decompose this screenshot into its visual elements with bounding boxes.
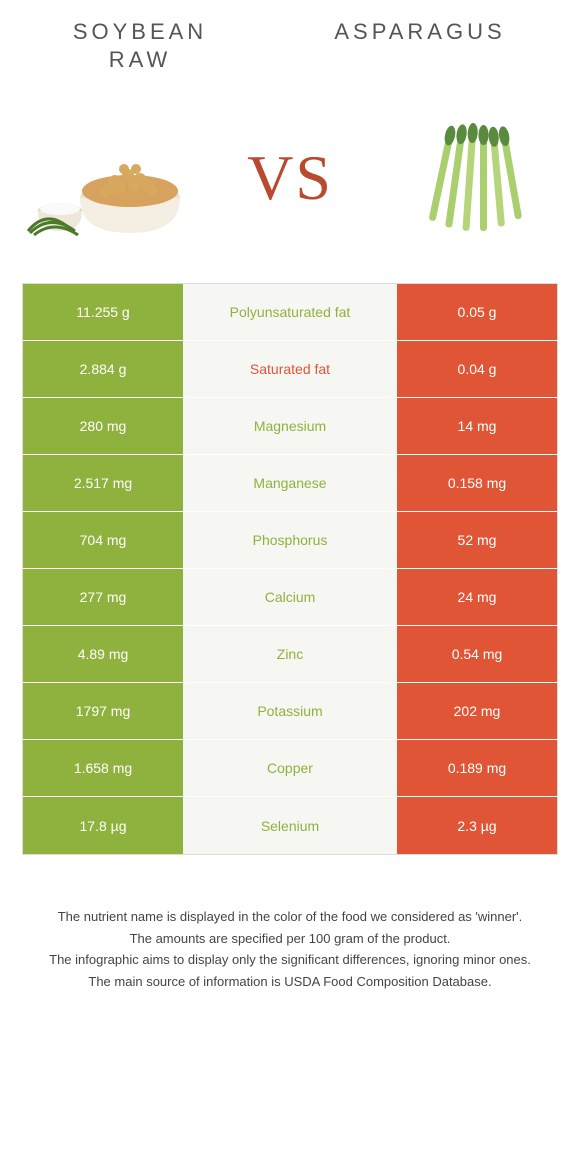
value-right: 14 mg [397, 398, 557, 454]
footnote-line: The amounts are specified per 100 gram o… [38, 929, 542, 949]
value-right: 0.05 g [397, 284, 557, 340]
value-left: 1797 mg [23, 683, 183, 739]
table-row: 1797 mgPotassium202 mg [23, 683, 557, 740]
food-image-left [20, 113, 200, 243]
value-right: 0.04 g [397, 341, 557, 397]
nutrient-table: 11.255 gPolyunsaturated fat0.05 g2.884 g… [22, 283, 558, 855]
nutrient-name: Zinc [183, 626, 397, 682]
nutrient-name: Potassium [183, 683, 397, 739]
nutrient-name: Selenium [183, 797, 397, 854]
table-row: 704 mgPhosphorus52 mg [23, 512, 557, 569]
table-row: 280 mgMagnesium14 mg [23, 398, 557, 455]
footnote-line: The infographic aims to display only the… [38, 950, 542, 970]
value-left: 17.8 µg [23, 797, 183, 854]
header: Soybeanraw Asparagus [0, 0, 580, 83]
nutrient-name: Copper [183, 740, 397, 796]
food-title-right: Asparagus [310, 18, 530, 73]
nutrient-name: Polyunsaturated fat [183, 284, 397, 340]
value-left: 280 mg [23, 398, 183, 454]
table-row: 11.255 gPolyunsaturated fat0.05 g [23, 284, 557, 341]
table-row: 2.517 mgManganese0.158 mg [23, 455, 557, 512]
value-left: 704 mg [23, 512, 183, 568]
nutrient-name: Magnesium [183, 398, 397, 454]
value-right: 2.3 µg [397, 797, 557, 854]
table-row: 277 mgCalcium24 mg [23, 569, 557, 626]
table-row: 1.658 mgCopper0.189 mg [23, 740, 557, 797]
vs-label: VS [247, 141, 333, 215]
value-left: 1.658 mg [23, 740, 183, 796]
value-right: 52 mg [397, 512, 557, 568]
value-left: 4.89 mg [23, 626, 183, 682]
footnote-line: The main source of information is USDA F… [38, 972, 542, 992]
nutrient-name: Manganese [183, 455, 397, 511]
footnote-line: The nutrient name is displayed in the co… [38, 907, 542, 927]
value-right: 24 mg [397, 569, 557, 625]
value-right: 202 mg [397, 683, 557, 739]
value-right: 0.189 mg [397, 740, 557, 796]
vs-row: VS [0, 83, 580, 283]
nutrient-name: Calcium [183, 569, 397, 625]
table-row: 17.8 µgSelenium2.3 µg [23, 797, 557, 854]
value-left: 2.517 mg [23, 455, 183, 511]
value-left: 11.255 g [23, 284, 183, 340]
value-left: 2.884 g [23, 341, 183, 397]
value-right: 0.54 mg [397, 626, 557, 682]
food-title-left: Soybeanraw [50, 18, 230, 73]
value-left: 277 mg [23, 569, 183, 625]
nutrient-name: Saturated fat [183, 341, 397, 397]
footnotes: The nutrient name is displayed in the co… [0, 855, 580, 991]
table-row: 4.89 mgZinc0.54 mg [23, 626, 557, 683]
table-row: 2.884 gSaturated fat0.04 g [23, 341, 557, 398]
food-image-right [380, 113, 560, 243]
nutrient-name: Phosphorus [183, 512, 397, 568]
value-right: 0.158 mg [397, 455, 557, 511]
